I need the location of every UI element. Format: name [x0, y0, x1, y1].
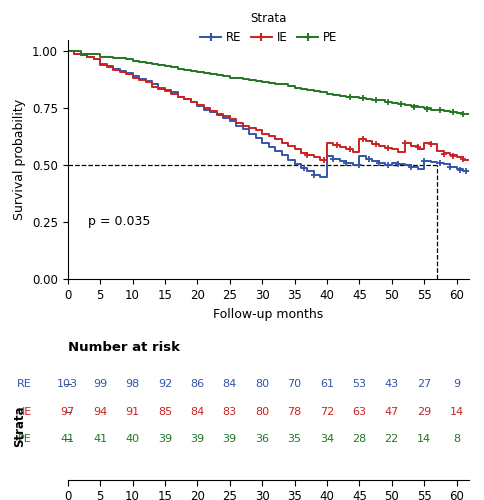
- Text: RE: RE: [17, 379, 32, 389]
- Text: 61: 61: [320, 379, 334, 389]
- Text: 103: 103: [57, 379, 78, 389]
- Text: 98: 98: [125, 379, 140, 389]
- Text: Number at risk: Number at risk: [68, 342, 180, 354]
- Text: 70: 70: [287, 379, 302, 389]
- Text: 97: 97: [60, 407, 75, 417]
- Text: 85: 85: [158, 407, 172, 417]
- Text: 83: 83: [223, 407, 237, 417]
- Text: 43: 43: [385, 379, 399, 389]
- Text: 39: 39: [158, 434, 172, 444]
- Text: 53: 53: [352, 379, 366, 389]
- Text: 78: 78: [287, 407, 302, 417]
- Text: 14: 14: [417, 434, 431, 444]
- Text: 84: 84: [223, 379, 237, 389]
- Text: 80: 80: [255, 379, 269, 389]
- Text: 80: 80: [255, 407, 269, 417]
- X-axis label: Follow-up months: Follow-up months: [213, 308, 324, 320]
- Text: PE: PE: [18, 434, 32, 444]
- Text: 39: 39: [190, 434, 204, 444]
- Text: 9: 9: [453, 379, 460, 389]
- Text: 8: 8: [453, 434, 460, 444]
- Text: 41: 41: [93, 434, 107, 444]
- Text: IE: IE: [22, 407, 32, 417]
- Text: 14: 14: [450, 407, 464, 417]
- Legend: RE, IE, PE: RE, IE, PE: [200, 12, 337, 44]
- Text: 91: 91: [125, 407, 139, 417]
- Text: 34: 34: [320, 434, 334, 444]
- Text: 47: 47: [385, 407, 399, 417]
- Text: 28: 28: [352, 434, 366, 444]
- Text: p = 0.035: p = 0.035: [88, 216, 150, 228]
- Text: 39: 39: [223, 434, 237, 444]
- Text: 40: 40: [125, 434, 139, 444]
- Text: 27: 27: [417, 379, 431, 389]
- Y-axis label: Survival probability: Survival probability: [14, 99, 27, 220]
- Text: Strata: Strata: [13, 406, 26, 447]
- Text: 99: 99: [93, 379, 107, 389]
- Text: 35: 35: [287, 434, 302, 444]
- Text: 29: 29: [417, 407, 431, 417]
- Text: 86: 86: [190, 379, 204, 389]
- Text: 84: 84: [190, 407, 204, 417]
- Text: 63: 63: [352, 407, 366, 417]
- Text: 72: 72: [320, 407, 334, 417]
- Text: 36: 36: [255, 434, 269, 444]
- Text: 94: 94: [93, 407, 107, 417]
- Text: 92: 92: [158, 379, 172, 389]
- Text: 41: 41: [60, 434, 75, 444]
- Text: 22: 22: [385, 434, 399, 444]
